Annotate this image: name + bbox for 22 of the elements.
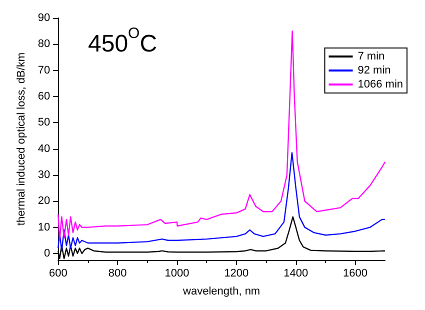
y-tick-label: 80	[38, 38, 50, 50]
y-tick-label: 50	[38, 116, 50, 129]
y-tick-label: 30	[38, 168, 50, 181]
legend-label: 92 min	[358, 64, 391, 76]
x-tick-label: 1600	[343, 268, 368, 280]
y-tick-label: 10	[38, 221, 50, 234]
y-tick-label: 40	[38, 142, 50, 155]
x-tick-label: 1200	[224, 268, 249, 280]
y-axis-title: thermal induced optical loss, dB/km	[16, 52, 28, 226]
y-tick-label: 70	[38, 64, 50, 76]
x-tick-label: 1000	[164, 268, 190, 280]
x-axis-title: wavelength, nm	[182, 286, 260, 298]
y-tick-label: 90	[38, 12, 50, 24]
line-series	[58, 152, 386, 252]
legend-label: 7 min	[358, 50, 385, 62]
y-tick-label: 60	[38, 90, 50, 102]
y-tick-label: 20	[38, 195, 50, 208]
x-tick-label: 800	[108, 268, 127, 280]
y-tick-label: 0	[44, 247, 50, 260]
x-tick-label: 1400	[284, 268, 308, 280]
x-tick-label: 600	[48, 268, 68, 280]
legend-label: 1066 min	[358, 78, 404, 90]
